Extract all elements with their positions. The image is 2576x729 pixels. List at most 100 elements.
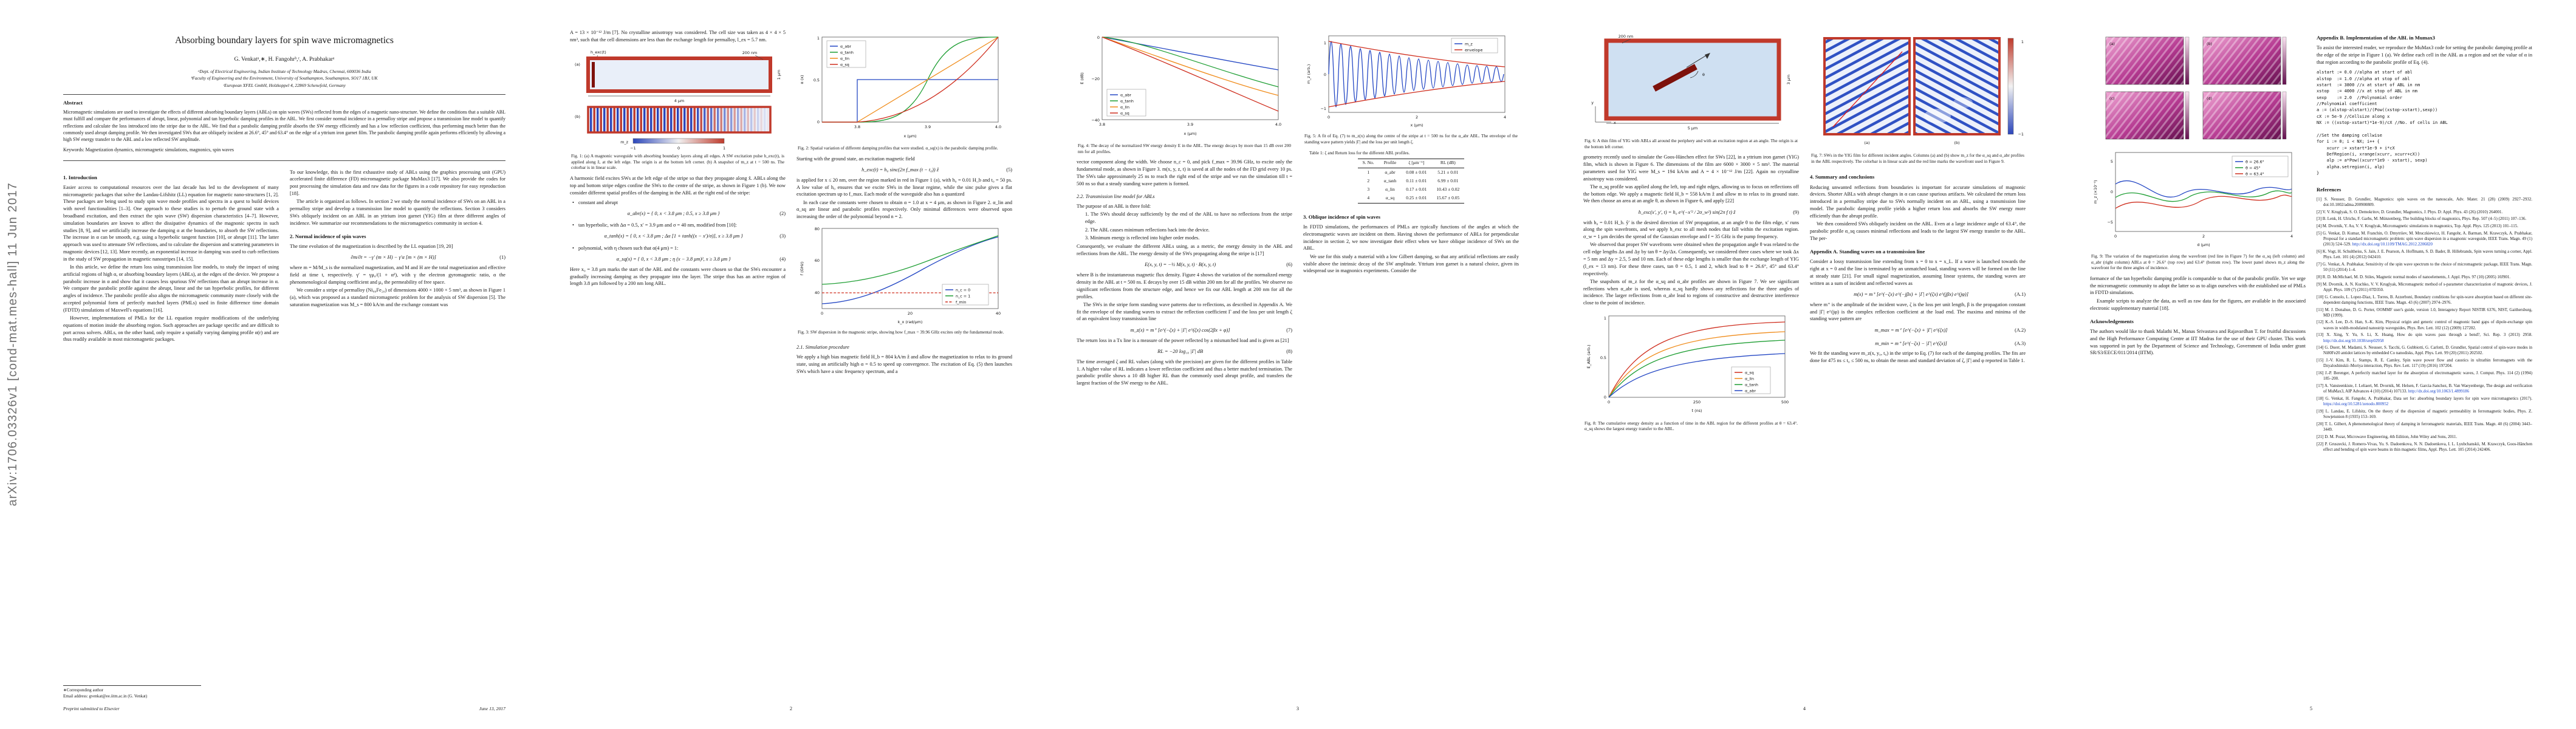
legend-box (1451, 38, 1498, 53)
reference-url[interactable]: http://dx.doi.org/10.1109/TMAG.2012.2206… (2352, 242, 2433, 247)
abl-width-label: 200 nm (742, 50, 758, 55)
cell: 1 (1367, 169, 1370, 175)
cell: 0.08 ± 0.01 (1406, 169, 1427, 175)
section-heading: 3. Oblique incidence of spin waves (1303, 213, 1380, 220)
panel-label: (d) (2207, 96, 2212, 101)
reference: [19] L. Landau, E. Lifshitz, On the theo… (2317, 409, 2532, 420)
figure-9: (a) (b) (c) (2090, 31, 2306, 271)
legend: α_abr α_tanh α_lin α_sq (1106, 89, 1146, 117)
paragraph: We observed that proper SW wavefronts we… (1583, 242, 1799, 276)
tick-label: 0.5 (1600, 355, 1606, 360)
reference-text: [15] J.-V. Kim, R. L. Stamps, R. E. Caml… (2317, 358, 2532, 369)
tick-label: 2 (2202, 234, 2205, 239)
interference-region (1953, 97, 1973, 108)
legend: α_sq α_lin α_tanh α_abr (1731, 366, 1771, 394)
yig-film-with-abl (1604, 38, 1781, 121)
equation-number: (A.2) (2015, 327, 2026, 333)
heatmap-panel-b: (b) (2202, 36, 2287, 85)
leader-line (755, 55, 764, 60)
equation-A3: m_min = m⁺ [e^(−ζx) − |Γ| e^(ζx)] (A.3) (1810, 340, 2026, 347)
curve-theta-45 (2115, 190, 2292, 202)
x-axis-label: k_x (rad/μm) (898, 320, 923, 324)
equation-A2: m_max = m⁺ [e^(−ζx) + |Γ| e^(ζx)] (A.2) (1810, 327, 2026, 334)
tick-label: 1 (817, 36, 820, 41)
y-axis-label: m_z (×10⁻⁴) (2093, 180, 2098, 204)
two-columns: α_abr α_tanh α_lin α_sq 3.8 3.9 4.0 0 −2… (1077, 29, 1519, 700)
two-columns: 1. Introduction Easier access to computa… (63, 169, 505, 700)
legend: m_z envelope (1451, 38, 1498, 53)
reference: [8] R. D. McMichael, M. D. Stiles, Magne… (2317, 275, 2532, 280)
rule (63, 160, 505, 161)
equation-number: (6) (1286, 262, 1292, 268)
right-column: Appendix B. Implementation of the ABL in… (2317, 29, 2532, 700)
legend-label: n_c = 0 (956, 287, 970, 292)
tick-label: 0 (1327, 115, 1330, 120)
abstract-heading: Abstract (63, 100, 83, 106)
reference-url[interactable]: http://dx.doi.org/10.1063/1.4899186 (2408, 389, 2470, 394)
preprint-note: Preprint submitted to Elsevier (63, 706, 120, 712)
page-1: Absorbing boundary layers for spin wave … (35, 9, 533, 720)
reference-list: [1] S. Neusser, D. Grundler, Magnonics: … (2317, 197, 2532, 454)
cell: 6.99 ± 0.01 (1437, 177, 1459, 183)
right-column: α_abr α_tanh α_lin α_sq 3.8 3.9 4.0 0 0.… (796, 29, 1012, 700)
excitation-region (1653, 64, 1697, 92)
reference-url[interactable]: https://doi.org/10.5281/zenodo.800952 (2323, 402, 2389, 407)
left-column: (a) (b) (c) (2090, 29, 2306, 700)
width-label: 3 μm (1786, 75, 1791, 84)
legend-label: α_abr (1120, 93, 1131, 98)
width-label: 1 μm (776, 70, 781, 80)
reference: [6] K. Vogt, H. Schultheiss, S. Jain, J.… (2317, 249, 2532, 260)
legend-box (1106, 89, 1146, 117)
paragraph: Consequently, we evaluate the different … (1077, 244, 1292, 256)
decay-overlay (691, 107, 770, 133)
page-5: (a) (b) (c) (2062, 9, 2560, 720)
figure-caption: Fig. 4: The decay of the normalized SW e… (1078, 143, 1291, 154)
paragraph: However, implementations of PMLs for the… (63, 315, 279, 343)
figure-caption: Fig. 7: SWs in the YIG film for differen… (1811, 152, 2024, 164)
equation-8: RL = −20 log₁₀ |Γ| dB (8) (1077, 348, 1292, 355)
tick-label: 0 (1604, 395, 1606, 400)
paragraph: The article is organized as follows. In … (290, 199, 505, 226)
abl-frame (587, 106, 772, 134)
left-column: θ 200 nm 5 μm 3 μm x y Fig. 6: A thin fi… (1583, 29, 1799, 700)
figure-5: m_z envelope 0 2 4 1 0 −1 x (μm) m_z (ar… (1303, 31, 1519, 145)
curve-theta-26 (2115, 180, 2292, 198)
excitation-field-label: h_exc(t) (591, 50, 606, 55)
equation-body: α_sq(x) = { 0, x < 3.8 μm ; η (x − 3.8 μ… (616, 256, 731, 262)
cell: α_tanh (1383, 177, 1397, 183)
tick-label: 60 (815, 258, 820, 263)
reference: [17] A. Vansteenkiste, J. Leliaert, M. D… (2317, 383, 2532, 394)
paragraph: The time averaged ζ and RL values (along… (1077, 358, 1292, 386)
paragraph: The snapshots of m_z for the α_sq and α_… (1583, 278, 1799, 306)
tick-label: 0 (2111, 190, 2113, 194)
paragraph: geometry recently used to simulate the G… (1583, 154, 1799, 182)
reference: [2] V. V. Kruglyak, S. O. Demokritov, D.… (2317, 210, 2532, 215)
equation-body: RL = −20 log₁₀ |Γ| dB (1157, 348, 1204, 354)
reference-url[interactable]: http://dx.doi.org/10.1038/srep02958 (2323, 338, 2384, 343)
reference: [22] P. Gruszecki, J. Romero-Vivas, Yu. … (2317, 442, 2532, 453)
right-column: 1 −1 (a) (b) Fig. 7: SWs in the YIG film… (1810, 29, 2026, 700)
equation-number: (A.3) (2015, 340, 2026, 346)
waveguide-with-abl-frame (586, 56, 772, 94)
tick-label: −5 (2108, 220, 2113, 225)
paragraph: Here x₀ = 3.8 μm marks the start of the … (570, 266, 786, 287)
length-label: 5 μm (1688, 126, 1697, 131)
x-axis-label: x (μm) (1184, 131, 1196, 136)
subsection-heading: 2.2. Transmission line model for ABLs (1077, 193, 1155, 199)
reference: [14] G. Duerr, M. Madami, S. Neusser, S.… (2317, 345, 2532, 356)
equation-number: (3) (779, 233, 786, 239)
appendix-b-heading: Appendix B. Implementation of the ABL in… (2317, 35, 2436, 41)
figure-7: 1 −1 (a) (b) Fig. 7: SWs in the YIG film… (1810, 31, 2026, 164)
heatmap-panel-c: (c) (2105, 91, 2190, 140)
tick-label: −1 (1321, 106, 1326, 111)
equation-A1: m(x) = m⁺ [e^(−ζx) e^(−jβx) + |Γ| e^(ζx)… (1810, 291, 2026, 298)
reference: [5] G. Venkat, D. Kumar, M. Franchin, O.… (2317, 231, 2532, 248)
page-3: α_abr α_tanh α_lin α_sq 3.8 3.9 4.0 0 −2… (1049, 9, 1547, 720)
paragraph: where m⁺ is the amplitude of the inciden… (1810, 301, 2026, 322)
numbered-item: 3. Minimum energy is reflected into high… (1085, 235, 1200, 241)
tick-label: 20 (908, 311, 913, 316)
equation-body: m_min = m⁺ [e^(−ζx) − |Γ| e^(ζx)] (1875, 340, 1947, 346)
reference: [13] X. Xing, Y. Yu, S. Li, X. Huang, Ho… (2317, 332, 2532, 343)
figure-7-graphic: 1 −1 (a) (b) (1823, 37, 2024, 145)
preprint-date: June 13, 2017 (479, 706, 505, 712)
